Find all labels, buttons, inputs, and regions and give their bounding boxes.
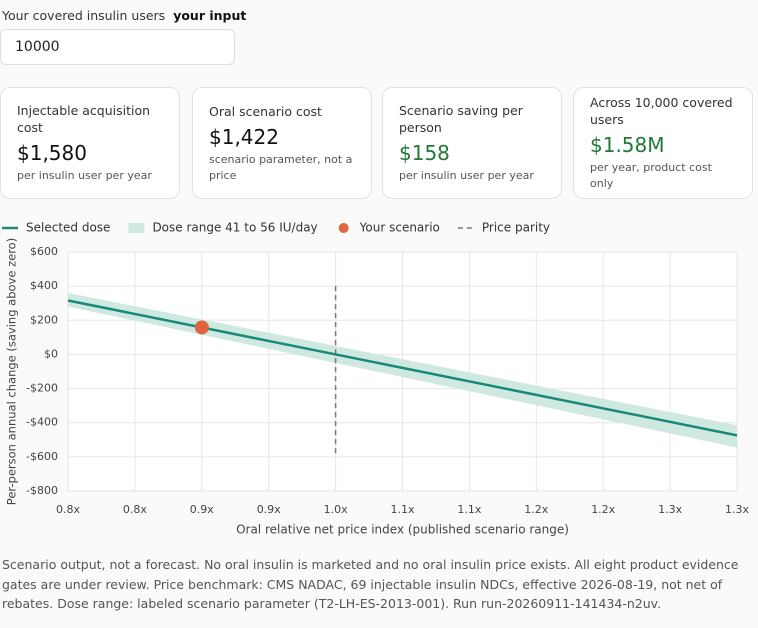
x-tick-label: 1.1x — [390, 503, 414, 516]
legend-label: Price parity — [482, 221, 550, 235]
metric-card: Injectable acquisition cost $1,580 per ins… — [0, 87, 180, 199]
y-tick-label: -$400 — [26, 416, 58, 429]
metric-card: Oral scenario cost $1,422 scenario paramet… — [192, 87, 372, 199]
card-note: scenario parameter, not a price — [209, 152, 353, 182]
label: Your covered insulin users — [2, 8, 166, 23]
metric-card: Scenario saving per person $158 per insuli… — [382, 87, 562, 199]
metric-card: Across 10,000 covered users $1.58M per yea… — [573, 87, 753, 199]
text-input[interactable]: 10000 — [0, 29, 235, 65]
x-tick-label: 0.9x — [190, 503, 214, 516]
x-tick-label: 1.3x — [725, 503, 749, 516]
y-tick-label: $600 — [30, 245, 58, 258]
dose-line — [67, 299, 738, 437]
y-tick-label: $0 — [44, 347, 58, 360]
y-tick-label: -$600 — [26, 450, 58, 463]
x-tick-label: 1.2x — [524, 503, 548, 516]
dose-band — [68, 292, 737, 448]
footer: Scenario output, not a forecast. No oral… — [2, 557, 739, 611]
hint: your input — [173, 8, 247, 23]
y-tick-label: -$800 — [26, 484, 58, 497]
legend-label: Selected dose — [26, 221, 110, 235]
card-value: $1,422 — [209, 124, 279, 149]
card-value: $158 — [399, 141, 450, 165]
card-title: Scenario saving per person — [399, 103, 523, 135]
y-tick-label: $400 — [30, 279, 58, 292]
card-value: $1,580 — [17, 141, 87, 165]
legend-label: Your scenario — [359, 221, 440, 235]
input-label: Your covered insulin users your input — [2, 8, 246, 23]
y-tick-label: $200 — [30, 313, 58, 326]
x-axis-label: Oral relative net price index (published… — [236, 523, 569, 537]
card-note: per insulin user per year — [17, 169, 152, 182]
x-tick-label: 1.0x — [324, 503, 348, 516]
chart: -$800 -$600 -$400 -$200 $0 $200 $400 $600 0.8x 0.… — [2, 221, 749, 537]
card-note: per year, product cost only — [590, 161, 712, 190]
card-title: Across 10,000 covered users — [590, 95, 733, 127]
y-tick-label: -$200 — [26, 382, 58, 395]
legend-swatch — [128, 223, 145, 233]
legend-label: Dose range 41 to 56 IU/day — [152, 221, 317, 235]
card-title: Oral scenario cost — [209, 103, 322, 119]
x-tick-label: 1.2x — [591, 503, 615, 516]
x-tick-label: 0.8x — [123, 503, 147, 516]
card-note: per insulin user per year — [399, 169, 534, 182]
x-tick-label: 1.3x — [658, 503, 682, 516]
card-title: Injectable acquisition cost — [17, 103, 151, 135]
y-axis-label: Per-person annual change (saving above z… — [5, 238, 19, 505]
scenario-point — [194, 320, 209, 335]
x-tick-label: 0.9x — [257, 503, 281, 516]
x-tick-label: 1.1x — [457, 503, 481, 516]
x-tick-label: 0.8x — [56, 503, 80, 516]
legend-swatch — [338, 223, 349, 233]
card-value: $1.58M — [590, 133, 665, 157]
